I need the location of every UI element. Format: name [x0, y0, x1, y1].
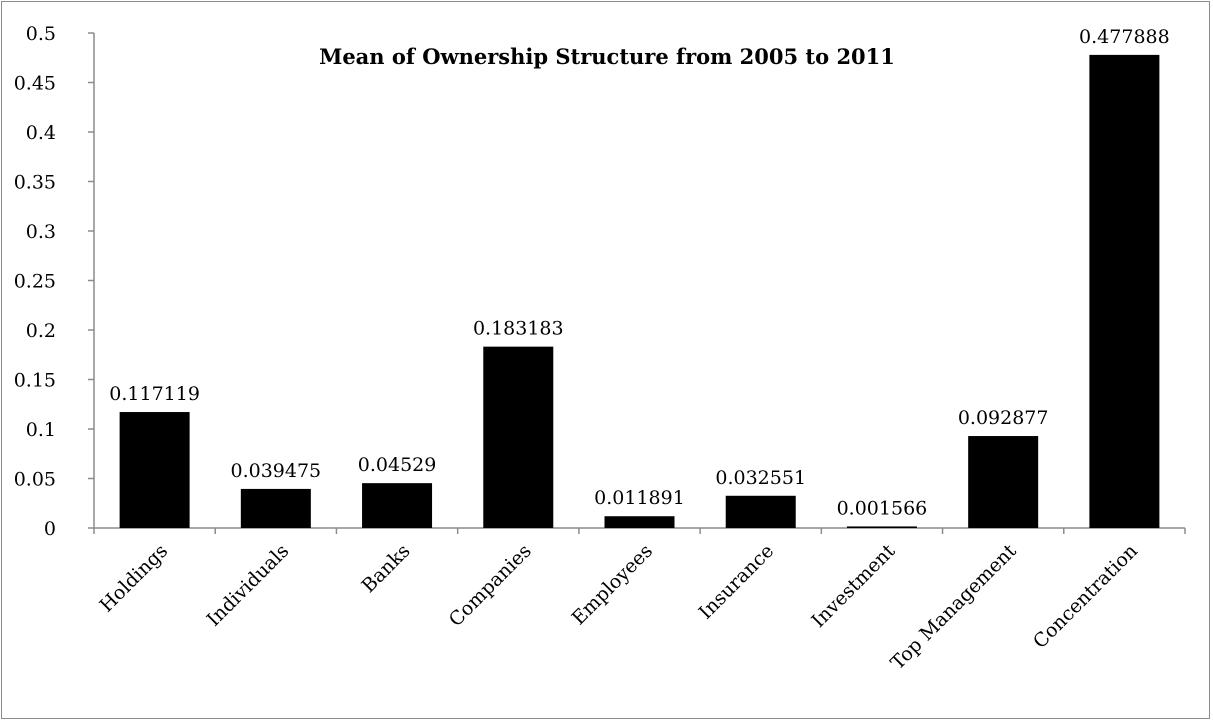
y-tick-label: 0.3 — [26, 221, 56, 243]
data-label: 0.092877 — [958, 407, 1049, 429]
bar — [1089, 54, 1160, 529]
category-label: Insurance — [695, 540, 779, 624]
data-label: 0.183183 — [473, 318, 564, 340]
y-tick-label: 0.25 — [14, 271, 56, 293]
data-label: 0.477888 — [1079, 26, 1170, 48]
bar — [119, 412, 190, 528]
category-label: Concentration — [1029, 540, 1142, 653]
y-tick-label: 0.45 — [14, 73, 56, 95]
y-axis: 0 0.05 0.1 0.15 0.2 0.25 0.3 0.35 0.4 0.45 0.5 — [14, 23, 95, 540]
category-label: Investment — [807, 540, 899, 632]
data-label: 0.04529 — [358, 454, 437, 476]
y-tick-label: 0.15 — [14, 370, 56, 392]
y-tick-label: 0.35 — [14, 172, 56, 194]
category-label: Individuals — [203, 540, 294, 631]
data-label: 0.117119 — [109, 383, 200, 405]
bar — [968, 436, 1039, 528]
y-tick-label: 0.4 — [26, 122, 56, 144]
category-labels: Holdings Individuals Banks Companies Employe… — [95, 540, 1141, 674]
bar — [846, 526, 917, 528]
data-label: 0.001566 — [837, 497, 928, 519]
x-axis — [93, 527, 1186, 534]
data-label: 0.032551 — [715, 467, 806, 489]
category-label: Banks — [357, 540, 414, 597]
category-label: Employees — [568, 540, 657, 629]
data-labels: 0.117119 0.039475 0.04529 0.183183 0.011891 0… — [109, 26, 1169, 520]
y-tick-label: 0.2 — [26, 320, 56, 342]
category-label: Holdings — [95, 540, 172, 617]
y-tick-label: 0.5 — [26, 23, 56, 45]
bar — [725, 495, 796, 528]
y-tick-label: 0.1 — [26, 419, 56, 441]
bar — [240, 488, 311, 528]
bar — [362, 483, 433, 528]
chart-title: Mean of Ownership Structure from 2005 to… — [319, 44, 895, 69]
bars — [119, 54, 1160, 529]
y-tick-label: 0.05 — [14, 469, 56, 491]
data-label: 0.039475 — [230, 460, 321, 482]
bar — [483, 346, 554, 528]
category-label: Companies — [445, 540, 536, 631]
bar — [604, 516, 675, 528]
category-label: Top Management — [887, 540, 1021, 674]
y-tick-label: 0 — [44, 518, 56, 540]
data-label: 0.011891 — [594, 487, 685, 509]
